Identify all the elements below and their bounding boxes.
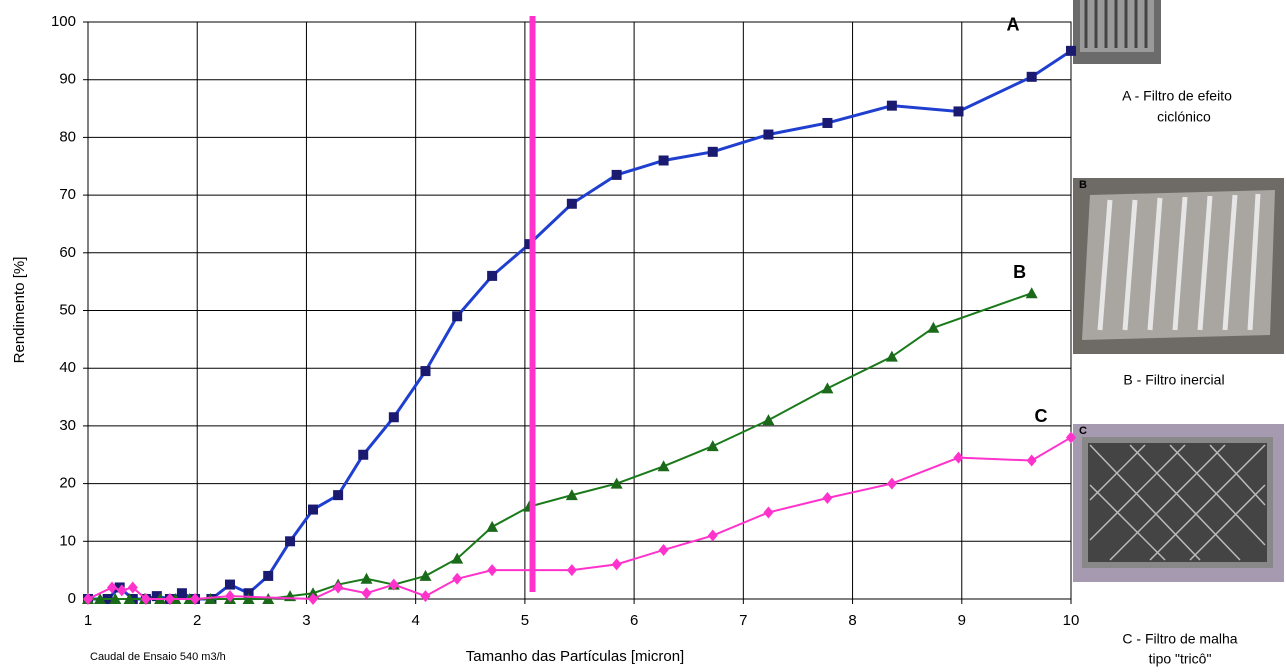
y-tick-label: 40 xyxy=(59,359,76,376)
x-tick-label: 8 xyxy=(848,612,856,629)
series-line xyxy=(88,51,1071,599)
x-tick-label: 10 xyxy=(1063,612,1080,629)
marker xyxy=(659,544,669,556)
marker xyxy=(487,564,497,576)
marker xyxy=(886,351,898,362)
marker xyxy=(708,530,718,542)
marker xyxy=(225,580,235,590)
marker xyxy=(887,101,897,111)
marker xyxy=(419,570,431,581)
marker xyxy=(707,440,719,451)
marker xyxy=(567,564,577,576)
y-tick-label: 70 xyxy=(59,186,76,203)
x-tick-label: 6 xyxy=(630,612,638,629)
marker xyxy=(567,199,577,209)
photo-caption: tipo "tricô" xyxy=(1149,651,1212,667)
marker xyxy=(612,558,622,570)
y-tick-label: 60 xyxy=(59,244,76,261)
marker xyxy=(420,590,430,602)
marker xyxy=(887,478,897,490)
photo-b xyxy=(1073,178,1284,354)
x-tick-label: 1 xyxy=(84,612,92,629)
marker xyxy=(486,521,498,532)
y-tick-label: 90 xyxy=(59,71,76,88)
marker xyxy=(263,571,273,581)
marker xyxy=(452,311,462,321)
page: {"chart_data": {"type": "line", "xlabel"… xyxy=(0,0,1286,672)
x-tick-label: 9 xyxy=(958,612,966,629)
marker xyxy=(452,573,462,585)
x-tick-label: 4 xyxy=(411,612,419,629)
x-tick-label: 5 xyxy=(521,612,529,629)
marker xyxy=(285,536,295,546)
y-axis-label: Rendimento [%] xyxy=(11,257,28,364)
marker xyxy=(177,588,187,598)
marker xyxy=(333,490,343,500)
marker xyxy=(1027,455,1037,467)
series-line xyxy=(88,437,1071,599)
marker xyxy=(763,130,773,140)
marker xyxy=(659,155,669,165)
marker xyxy=(821,382,833,393)
y-tick-label: 10 xyxy=(59,532,76,549)
y-tick-label: 100 xyxy=(51,13,76,30)
y-tick-label: 30 xyxy=(59,417,76,434)
marker xyxy=(1027,72,1037,82)
marker xyxy=(954,106,964,116)
photo-caption: C - Filtro de malha xyxy=(1122,631,1237,647)
marker xyxy=(361,573,373,584)
marker xyxy=(822,492,832,504)
marker xyxy=(308,505,318,515)
x-axis-label: Tamanho das Partículas [micron] xyxy=(466,648,684,665)
marker xyxy=(763,506,773,518)
y-tick-label: 80 xyxy=(59,128,76,145)
marker xyxy=(1066,46,1076,56)
series-line xyxy=(88,293,1032,599)
marker xyxy=(362,587,372,599)
series-label: A xyxy=(1007,15,1020,35)
marker xyxy=(487,271,497,281)
photo-a xyxy=(1073,0,1161,64)
marker xyxy=(762,414,774,425)
x-tick-label: 3 xyxy=(302,612,310,629)
marker xyxy=(358,450,368,460)
photo-c xyxy=(1073,424,1284,582)
photo-caption: A - Filtro de efeito xyxy=(1122,88,1232,104)
marker xyxy=(822,118,832,128)
series-label: C xyxy=(1035,406,1048,426)
marker xyxy=(658,460,670,471)
chart: Rendimento [%] Tamanho das Partículas [m… xyxy=(0,0,1286,667)
marker xyxy=(389,412,399,422)
y-tick-label: 0 xyxy=(68,590,76,607)
photo-caption: B - Filtro inercial xyxy=(1123,372,1224,388)
marker xyxy=(612,170,622,180)
photo-caption: ciclónico xyxy=(1157,109,1211,125)
photo-tag: C xyxy=(1079,425,1087,437)
photo-tag: B xyxy=(1079,179,1087,191)
series-label: B xyxy=(1013,262,1026,282)
x-tick-label: 2 xyxy=(193,612,201,629)
marker xyxy=(1026,287,1038,298)
marker xyxy=(420,366,430,376)
y-tick-label: 20 xyxy=(59,475,76,492)
marker xyxy=(708,147,718,157)
footnote: Caudal de Ensaio 540 m3/h xyxy=(90,651,226,663)
y-tick-label: 50 xyxy=(59,301,76,318)
x-tick-label: 7 xyxy=(739,612,747,629)
